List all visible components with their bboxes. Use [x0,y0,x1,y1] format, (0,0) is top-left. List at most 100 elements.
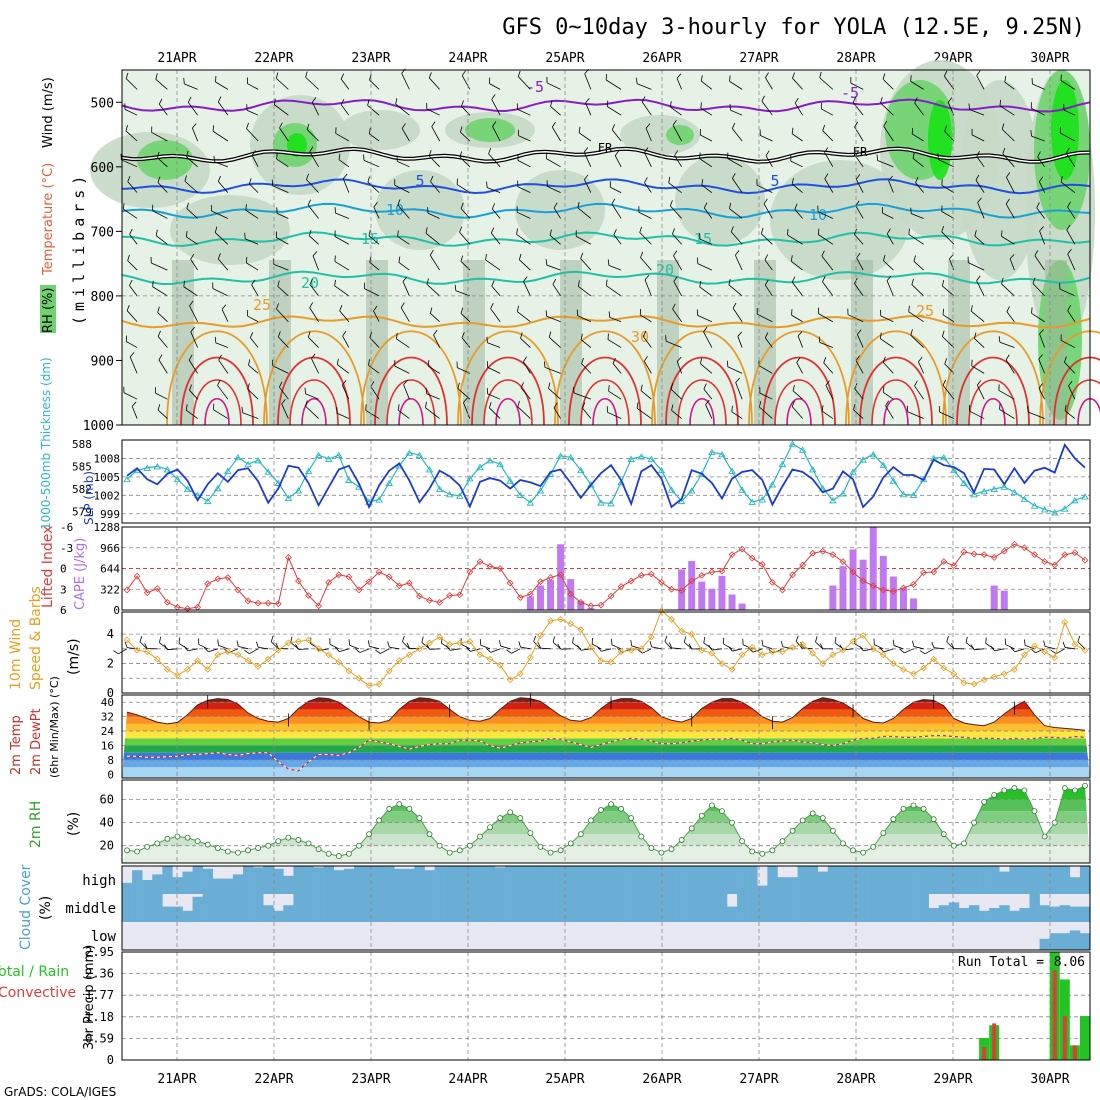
rh-2m-marker [981,799,988,805]
wind-10m-barb-feather [348,639,351,646]
thickness-marker [788,440,797,447]
cloud-cover-cell [827,866,839,894]
thickness-marker [466,475,474,482]
wind-barb [491,208,501,219]
wind-barb [461,337,471,348]
cape-bar [698,581,706,610]
wind-barb-feather [460,307,464,314]
wind-barb [612,363,622,374]
cloud-cover-cell [364,866,375,894]
wind-barb-feather [311,353,316,359]
wind-barb-feather [338,153,341,160]
wind-speed-marker [315,645,323,653]
wind-10m-barb [1044,646,1055,650]
wind-barb-feather [674,150,679,156]
wind-barb [577,315,592,323]
wind-barb [185,409,198,419]
wind-speed-marker [597,657,605,664]
wind-speed-marker [557,615,565,623]
thickness-marker [607,500,615,507]
wind-barb [307,204,319,219]
wind-10m-barb-feather [899,648,905,654]
wind-barb-feather [460,202,464,209]
wind-barb [727,158,743,168]
wind-10m-barb-feather [183,645,189,651]
rh-2m-marker [567,840,574,847]
wind-barb [455,290,471,297]
rh-2m-marker [860,849,867,856]
wind-barb [363,160,380,168]
wind-barb-feather [699,152,701,159]
wind-tick-label: 0 [107,686,114,700]
wind-barb [575,235,592,245]
wind-barb-feather [1001,278,1004,285]
temp-band [122,723,1090,732]
wind-barb [727,366,743,374]
wind-barb-feather [245,204,247,211]
rh-2m-marker [920,805,927,812]
wind-barb-feather [703,326,708,333]
wind-barb [880,338,894,348]
cloud-cover-cell [172,877,183,894]
wind-barb [491,285,501,297]
wind-10m-barb [642,648,652,654]
wind-barb [641,101,652,116]
wind-barb [517,406,531,419]
wind-barb [918,361,924,374]
wind-barb [274,104,289,116]
rh-2m-marker [870,843,877,850]
wind-barb [888,180,894,193]
wind-barb-feather [490,227,495,234]
wind-barb [764,259,773,271]
cloud-cover-cell [595,894,607,922]
cloud-cover-cell [878,866,889,894]
lifted-index-marker [668,585,675,593]
wind-10m-barb [460,643,471,650]
cloud-cover-cell [868,894,879,922]
wind-speed-marker [405,651,413,659]
wind-barb-feather [190,326,195,333]
wind-barb-feather [764,254,769,261]
wind-speed-marker [284,639,292,647]
wind-barb [585,102,592,116]
wind-barb-feather [397,230,399,237]
cloud-cover-cell [999,871,1010,894]
wind-barb [699,158,713,168]
wind-barb-feather [1002,147,1006,154]
wind-barb [732,308,743,322]
wind-barb-feather [794,203,798,210]
cloud-cover-cell [636,866,647,894]
bottom-date-label: 28APR [836,1072,875,1087]
cape-bar [678,569,686,610]
cloud-cover-cell [454,866,466,894]
rh-2m-marker [1031,808,1038,815]
cloud-cover-cell [232,874,244,894]
lifted-index-tick-label: -3 [60,542,73,555]
wind-barb [248,364,259,374]
wind-barb-feather [491,280,495,287]
wind-barb-feather [188,354,193,361]
lifted-index-marker [345,573,353,581]
cloud-cover-cell [464,866,476,894]
wind-barb [218,181,229,193]
wind-barb [397,409,410,419]
rh-2m-marker [305,840,312,847]
wind-barb [342,335,350,348]
rh-2m-marker [124,847,130,854]
wind-barb [183,286,198,297]
wind-barb [976,280,985,297]
isotherm-label: 10 [386,201,404,219]
rh-2m-marker [789,827,796,834]
cape-tick-label: 1288 [94,521,121,534]
lifted-index-marker [244,597,252,605]
wind-barb-feather [765,150,770,156]
wind-10m-barb [732,648,743,652]
wind-barb [882,391,894,400]
cloud-cover-cell [797,866,808,894]
wind-barb [276,77,289,90]
wind-speed-marker [234,651,242,659]
wind-barb [123,392,138,400]
wind-barb-feather [157,176,161,183]
thickness-marker [1000,483,1009,490]
